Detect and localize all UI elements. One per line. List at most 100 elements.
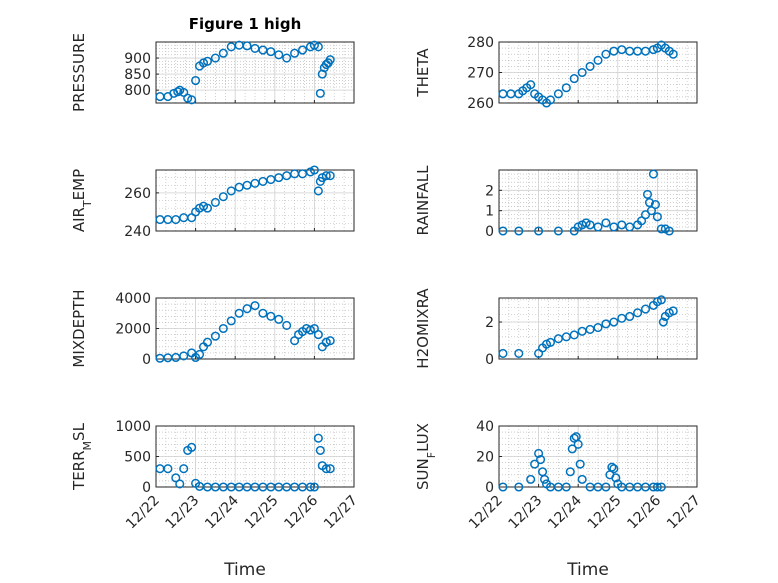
y-axis-label: H2OMIXRA — [414, 288, 432, 369]
series-markers — [155, 165, 335, 225]
panel-rainfall: 0 1 2 RAINFALL — [414, 165, 698, 240]
data-point — [545, 95, 556, 105]
data-point — [242, 304, 252, 314]
y-tick-label: 500 — [124, 450, 151, 466]
y-tick-label: 0 — [485, 352, 494, 368]
data-point — [648, 169, 658, 179]
data-point — [593, 55, 603, 65]
data-point — [250, 301, 260, 311]
data-point — [266, 311, 276, 321]
y-tick-label: 900 — [124, 51, 151, 67]
data-point — [498, 482, 508, 492]
data-point — [187, 442, 197, 452]
data-point — [191, 75, 201, 86]
series-markers — [498, 40, 678, 108]
data-point — [637, 216, 647, 226]
data-point — [305, 325, 315, 335]
panel-air-temp: 240 260 AIRTEMP — [70, 165, 355, 240]
data-point — [202, 203, 213, 213]
data-point — [601, 49, 611, 59]
y-axis-label: PRESSURE — [70, 33, 88, 112]
data-point — [179, 464, 189, 474]
data-point — [536, 455, 546, 465]
data-point — [609, 317, 619, 327]
series-markers — [155, 40, 335, 105]
data-point — [163, 464, 173, 474]
axes-box — [155, 41, 355, 104]
y-tick-label: 2000 — [115, 322, 151, 338]
data-point — [309, 323, 319, 334]
x-tick-label: 12/27 — [664, 493, 704, 533]
data-point — [313, 42, 323, 52]
y-tick-label: 800 — [124, 83, 151, 99]
data-point — [234, 308, 244, 318]
data-point — [539, 474, 550, 484]
x-tick-label: 12/22 — [466, 493, 506, 533]
axes-box — [155, 169, 355, 232]
data-point — [313, 330, 323, 340]
data-point — [218, 48, 228, 58]
data-point — [633, 308, 643, 318]
panel-theta: 260 270 280 THETA — [414, 35, 698, 112]
data-point — [173, 87, 183, 97]
data-point — [664, 226, 674, 236]
data-point — [565, 467, 575, 477]
data-point — [282, 320, 292, 331]
y-tick-label: 0 — [485, 480, 494, 496]
data-point — [640, 304, 651, 314]
data-point — [274, 314, 284, 324]
y-tick-label: 2 — [485, 183, 494, 199]
data-point — [321, 337, 331, 347]
data-point — [226, 316, 236, 326]
y-tick-label: 1000 — [115, 419, 151, 435]
data-point — [646, 206, 657, 216]
y-tick-label: 0 — [142, 480, 151, 496]
x-tick-label: 12/24 — [545, 492, 585, 532]
data-point — [668, 306, 678, 316]
y-tick-label: 20 — [476, 450, 494, 466]
panel-terr-msl: 0 500 1000 TERRMSL 12/22 12/23 12/24 12/25 12/26… — [70, 419, 361, 580]
data-point — [625, 222, 635, 232]
y-tick-label: 0 — [142, 352, 151, 368]
data-point — [575, 459, 585, 469]
data-point — [561, 83, 571, 93]
data-point — [258, 308, 268, 318]
data-point — [266, 47, 276, 57]
data-point — [609, 222, 619, 232]
minor-grid — [498, 169, 698, 232]
x-tick-label: 12/27 — [321, 493, 361, 533]
data-point — [309, 165, 319, 175]
data-point — [226, 186, 236, 196]
data-point — [553, 226, 563, 236]
data-point — [218, 323, 228, 334]
data-point — [652, 212, 662, 222]
data-point — [609, 464, 619, 474]
data-point — [210, 331, 220, 341]
data-point — [567, 444, 577, 454]
data-point — [656, 224, 666, 234]
data-point — [179, 351, 189, 361]
y-tick-label: 40 — [476, 419, 494, 435]
data-point — [652, 482, 662, 492]
data-point — [648, 45, 658, 55]
data-point — [644, 197, 655, 208]
data-point — [625, 311, 635, 322]
y-axis-label: RAINFALL — [414, 165, 432, 236]
axes-box — [498, 297, 698, 360]
x-tick-label: 12/26 — [281, 492, 321, 532]
y-tick-label: 0 — [485, 224, 494, 240]
data-point — [656, 482, 666, 492]
data-point — [573, 439, 583, 449]
series-markers — [498, 432, 666, 492]
y-tick-label: 270 — [467, 66, 494, 82]
series-markers — [155, 301, 335, 363]
y-tick-label: 1 — [485, 204, 494, 220]
data-point — [569, 74, 579, 84]
data-point — [514, 348, 524, 359]
x-tick-label: 12/25 — [242, 493, 282, 533]
data-point — [325, 55, 335, 65]
x-tick-label: 12/23 — [506, 493, 546, 533]
data-point — [325, 336, 335, 346]
y-axis-label: TERRMSL — [70, 422, 94, 491]
